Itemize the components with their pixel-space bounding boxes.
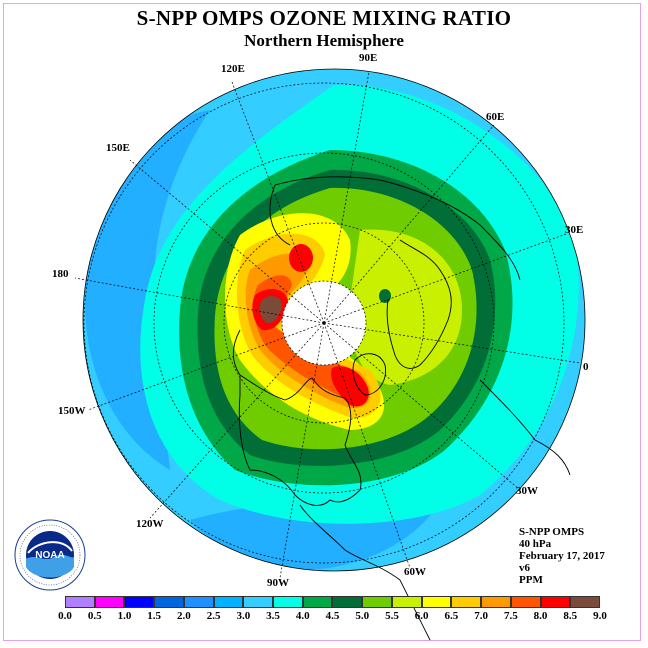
alaska-outline [232, 329, 241, 376]
color-swatch [154, 596, 184, 608]
latitude-circle [153, 152, 495, 494]
product-info: S-NPP OMPS 40 hPa February 17, 2017 v6 P… [519, 526, 605, 586]
color-scale-label: 8.0 [533, 610, 548, 622]
latitude-circle [281, 280, 367, 366]
lon-label-120w: 120W [136, 518, 164, 530]
date-label: February 17, 2017 [519, 550, 605, 562]
noaa-logo: NOAA [14, 519, 86, 591]
ozone-max-north-pacific [289, 244, 313, 272]
color-swatch [481, 596, 511, 608]
asia-outline [274, 176, 521, 281]
color-scale-label: 3.0 [236, 610, 251, 622]
meridian-0 [323, 322, 581, 364]
color-swatch [213, 596, 244, 608]
color-swatch [570, 596, 600, 608]
color-scale-label: 0.5 [87, 610, 102, 622]
image-frame [3, 3, 641, 641]
color-scale-label: 4.5 [325, 610, 340, 622]
color-swatch [421, 596, 452, 608]
meridian-60w [323, 322, 411, 569]
lon-label-60w: 60W [404, 566, 426, 578]
color-scale-label: 2.0 [177, 610, 191, 622]
color-swatch [65, 596, 95, 608]
map-title: S-NPP OMPS OZONE MIXING RATIO [136, 6, 512, 30]
color-scale-bar [65, 596, 600, 608]
meridian-60e [323, 124, 495, 324]
color-swatch [362, 596, 392, 608]
coastlines [232, 176, 571, 641]
africa-outline [479, 379, 571, 476]
pressure-level: 40 hPa [519, 538, 552, 550]
north-america-outline [238, 374, 362, 506]
meridian-90e [323, 71, 370, 324]
lon-label-180: 180 [52, 268, 69, 280]
greenland-outline [352, 353, 386, 396]
color-swatch [510, 596, 541, 608]
ozone-max-eastern-canada [331, 366, 369, 407]
lon-label-150e: 150E [106, 142, 130, 154]
color-scale-label: 7.0 [474, 610, 488, 622]
color-swatch [273, 596, 303, 608]
meridian-90w [279, 322, 325, 579]
color-scale-label: 9.0 [593, 610, 607, 622]
graticule [74, 71, 581, 579]
lon-label-90w: 90W [267, 577, 289, 589]
color-scale-label: 1.5 [147, 610, 162, 622]
units-label: PPM [519, 574, 543, 586]
version-label: v6 [519, 562, 530, 574]
color-swatch [332, 596, 363, 608]
meridian-120e [231, 81, 325, 324]
color-scale-label: 5.5 [385, 610, 399, 622]
lon-label-30e: 30E [565, 224, 584, 236]
lon-label-0: 0 [583, 361, 589, 373]
map-subtitle: Northern Hemisphere [244, 31, 404, 50]
east-asia-coast-outline [269, 184, 291, 246]
meridian-150w [87, 322, 325, 411]
color-swatch [302, 596, 333, 608]
color-swatch [451, 596, 482, 608]
noaa-logo-text: NOAA [35, 550, 64, 561]
color-swatch [183, 596, 214, 608]
instrument-label: S-NPP OMPS [519, 526, 585, 538]
color-swatch [391, 596, 422, 608]
color-scale-label: 8.5 [563, 610, 578, 622]
color-scale-label: 3.5 [266, 610, 280, 622]
ozone-band-5.5 [349, 229, 462, 385]
color-scale-label: 2.5 [206, 610, 221, 622]
color-scale-label: 0.0 [58, 610, 72, 622]
color-swatch [243, 596, 274, 608]
latitude-circle [223, 222, 425, 424]
lon-label-90e: 90E [359, 52, 378, 64]
europe-outline [386, 239, 452, 369]
color-swatch [124, 596, 155, 608]
meridian-30e [323, 233, 567, 324]
meridian-120w [149, 322, 325, 519]
lon-label-60e: 60E [486, 111, 505, 123]
map-boundary [82, 68, 586, 572]
color-scale-label: 5.0 [355, 610, 370, 622]
lon-label-30w: 30W [516, 485, 538, 497]
latitude-circle [83, 82, 565, 564]
americas-south-outline [299, 504, 431, 641]
color-swatch [94, 596, 125, 608]
color-scale-label: 6.5 [444, 610, 459, 622]
meridian-30w [323, 322, 521, 491]
color-scale-label: 7.5 [503, 610, 518, 622]
color-scale-label: 1.0 [117, 610, 132, 622]
color-scale-label: 4.0 [295, 610, 310, 622]
lon-label-120e: 120E [221, 63, 245, 75]
color-scale-label: 6.0 [414, 610, 429, 622]
lon-label-150w: 150W [58, 405, 86, 417]
ozone-peak-9.0 [259, 296, 282, 324]
color-swatch [540, 596, 571, 608]
